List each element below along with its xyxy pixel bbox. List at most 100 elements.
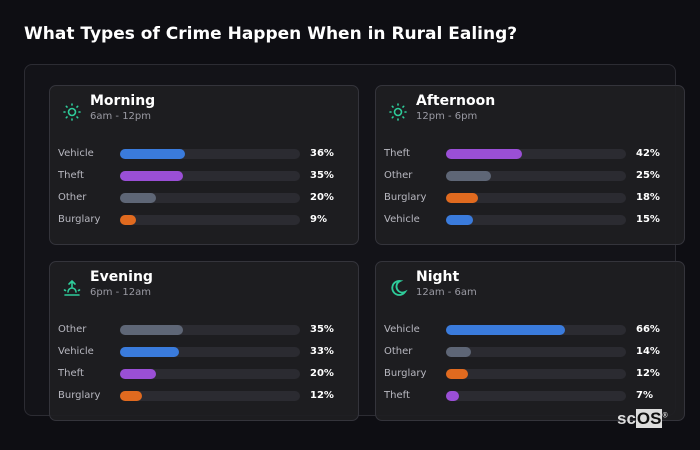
bar-value: 20% [310,192,334,203]
card-title: Evening [90,269,153,285]
bar-label: Other [384,170,413,181]
bar-row: Vehicle 15% [384,213,684,227]
bar-row: Burglary 18% [384,191,684,205]
bar-row: Burglary 12% [58,389,358,403]
bar [446,325,565,335]
bar-label: Vehicle [384,324,420,335]
bar-row: Burglary 12% [384,367,684,381]
bar-track [120,347,300,357]
bar [446,215,473,225]
bar-label: Burglary [58,390,101,401]
bar-track [120,369,300,379]
bar-value: 35% [310,170,334,181]
bar [120,347,180,357]
bar [120,193,156,203]
bar-value: 66% [636,324,660,335]
bar-value: 35% [310,324,334,335]
sunset-icon [62,278,82,298]
bar-track [120,325,300,335]
bar-row: Other 20% [58,191,358,205]
bar-track [446,325,626,335]
card-title: Night [416,269,460,285]
bar-track [120,391,300,401]
sun-icon [62,102,82,122]
bar [446,149,522,159]
logo: scOS® [617,409,668,429]
bar [120,369,156,379]
bar-track [446,193,626,203]
bar-row: Theft 7% [384,389,684,403]
bar-value: 33% [310,346,334,357]
bar-row: Theft 42% [384,147,684,161]
bar-row: Other 35% [58,323,358,337]
bar-label: Theft [58,170,84,181]
card-title: Afternoon [416,93,496,109]
bar [446,171,491,181]
bar-label: Vehicle [58,148,94,159]
page-title: What Types of Crime Happen When in Rural… [24,24,518,44]
bar-label: Theft [384,390,410,401]
time-range: 6pm - 12am [90,287,152,298]
bar-value: 9% [310,214,327,225]
bar-value: 25% [636,170,660,181]
bar-track [446,149,626,159]
bar-label: Vehicle [58,346,94,357]
sun-icon [388,102,408,122]
bar [120,325,183,335]
bar-label: Other [58,192,87,203]
bar-row: Vehicle 36% [58,147,358,161]
bar-row: Vehicle 66% [384,323,684,337]
bar-track [446,347,626,357]
time-range: 12pm - 6pm [416,111,478,122]
bar-label: Burglary [58,214,101,225]
bar-value: 42% [636,148,660,159]
bar-value: 7% [636,390,653,401]
bar-row: Other 14% [384,345,684,359]
bar-track [446,171,626,181]
bar-value: 14% [636,346,660,357]
bar-value: 15% [636,214,660,225]
bar-track [120,193,300,203]
time-range: 6am - 12pm [90,111,152,122]
bar-track [120,215,300,225]
bar-value: 18% [636,192,660,203]
moon-icon [388,278,408,298]
card-night: Night 12am - 6am Vehicle 66% Other 14% B… [375,261,685,421]
bar-label: Other [58,324,87,335]
logo-text-box: OS [635,409,663,428]
bar-value: 12% [636,368,660,379]
bar [120,391,142,401]
bar-label: Other [384,346,413,357]
bar-row: Vehicle 33% [58,345,358,359]
bar-row: Theft 35% [58,169,358,183]
bar [120,215,137,225]
time-range: 12am - 6am [416,287,477,298]
bar-value: 20% [310,368,334,379]
bar-value: 36% [310,148,334,159]
bar-label: Theft [58,368,84,379]
bar-row: Theft 20% [58,367,358,381]
logo-text: sc [617,409,636,428]
card-evening: Evening 6pm - 12am Other 35% Vehicle 33%… [49,261,359,421]
bar-value: 12% [310,390,334,401]
bar [446,193,479,203]
bar [120,149,185,159]
logo-mark: ® [662,412,668,420]
bar-track [446,391,626,401]
bar-label: Burglary [384,192,427,203]
bar-row: Burglary 9% [58,213,358,227]
card-morning: Morning 6am - 12pm Vehicle 36% Theft 35%… [49,85,359,245]
bar [446,391,459,401]
bar-row: Other 25% [384,169,684,183]
bar [446,369,468,379]
bar-track [120,149,300,159]
card-afternoon: Afternoon 12pm - 6pm Theft 42% Other 25%… [375,85,685,245]
bar-track [446,215,626,225]
bar-label: Theft [384,148,410,159]
bar-track [120,171,300,181]
bar-label: Burglary [384,368,427,379]
bar-label: Vehicle [384,214,420,225]
bar [120,171,183,181]
card-title: Morning [90,93,156,109]
bar [446,347,472,357]
